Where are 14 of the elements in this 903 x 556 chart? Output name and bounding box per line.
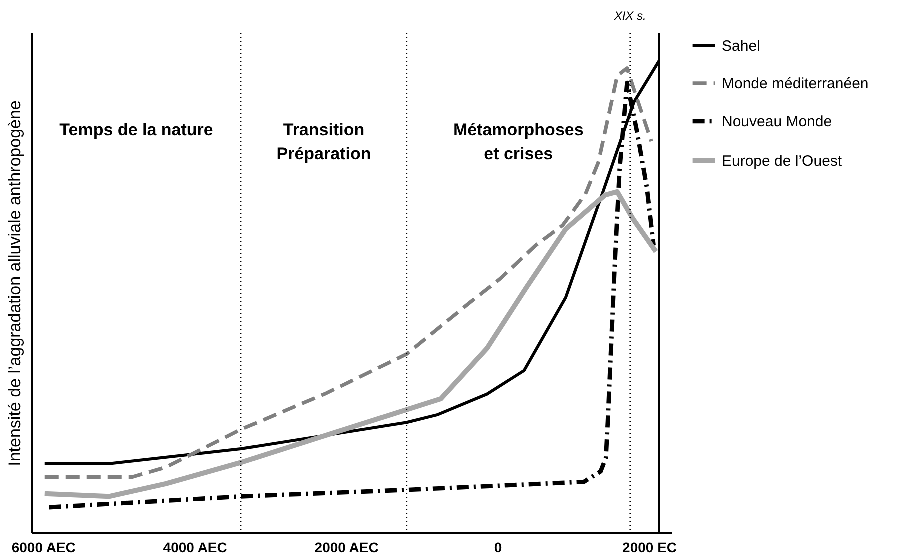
ref-line-label: XIX s. <box>613 9 646 23</box>
x-tick-label: 0 <box>494 540 502 556</box>
legend-label: Europe de l’Ouest <box>722 153 843 170</box>
annotation: Transition Préparation <box>276 120 372 164</box>
x-tick-label: 2000 EC <box>622 540 678 556</box>
x-tick-label: 4000 AEC <box>163 540 228 556</box>
x-tick-label: 6000 AEC <box>12 540 76 556</box>
x-tick-label: 2000 AEC <box>314 540 379 556</box>
annotation: Métamorphoses et crises <box>453 120 584 164</box>
annotation: Temps de la nature <box>60 120 214 140</box>
y-axis-title: Intensité de l’aggradation alluviale anthropogène <box>6 100 24 466</box>
legend-label: Nouveau Monde <box>722 114 832 130</box>
legend-label: Monde méditerranéen <box>722 76 869 92</box>
legend-label: Sahel <box>722 38 760 55</box>
